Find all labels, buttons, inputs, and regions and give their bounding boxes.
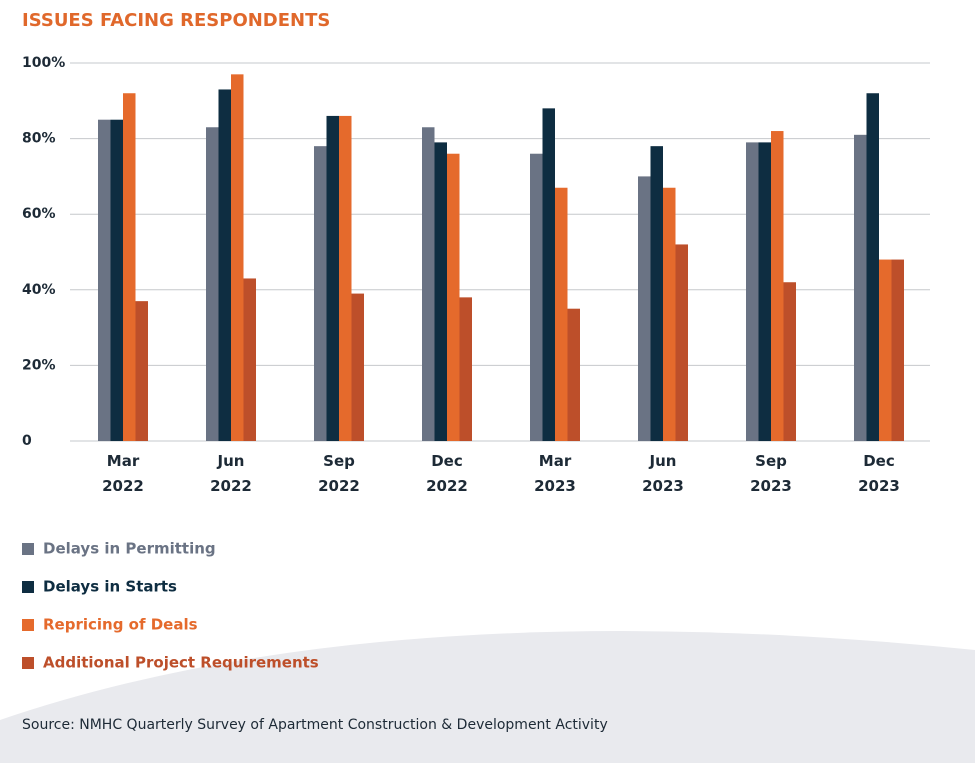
x-tick-label-line: Dec [863,452,895,470]
bar [675,244,688,441]
x-tick-label-line: Mar [107,452,140,470]
x-tick-label-line: 2022 [318,477,360,495]
bar [650,146,663,441]
bar [879,259,892,441]
x-tick-label-line: 2022 [102,477,144,495]
bar [206,127,219,441]
x-tick-label: Dec 2022 [426,452,468,495]
x-tick-label: Mar 2023 [534,452,576,495]
bar [555,187,568,441]
x-tick-label-line: 2023 [534,477,576,495]
y-tick-label: 100% [22,55,65,71]
x-tick-label-line: 2023 [642,477,684,495]
legend-swatch [22,543,34,555]
x-tick-label: Mar 2022 [102,452,144,495]
x-tick-label: Sep 2023 [750,452,792,495]
legend-label: Delays in Permitting [43,540,216,558]
chart-title: ISSUES FACING RESPONDENTS [22,10,330,31]
bar [783,282,796,441]
bar [243,278,256,441]
y-tick-label: 40% [22,282,56,298]
bar [123,93,136,442]
x-tick-label: Jun 2022 [210,452,252,495]
bar [459,297,472,441]
bar [891,259,904,441]
x-tick-label: Dec 2023 [858,452,900,495]
x-tick-label-line: Jun [217,452,245,470]
bar [746,142,759,441]
bar [447,153,460,441]
y-tick-label: 0 [22,433,32,449]
bar [758,142,771,441]
bar [135,301,148,441]
bar [110,119,123,441]
bar [638,176,651,441]
x-tick-label: Sep 2022 [318,452,360,495]
y-tick-label: 80% [22,131,56,147]
x-tick-label-line: Dec [431,452,463,470]
legend-swatch [22,619,34,631]
y-tick-label: 60% [22,206,56,222]
x-tick-label: Jun 2023 [642,452,684,495]
bar [326,115,339,442]
legend-label: Additional Project Requirements [43,654,319,672]
legend-label: Delays in Starts [43,578,177,596]
x-tick-label-line: Jun [649,452,677,470]
y-tick-label: 20% [22,357,56,373]
bar [663,187,676,441]
bar [231,74,244,441]
bar [530,153,543,441]
legend-swatch [22,581,34,593]
x-tick-label-line: Mar [539,452,572,470]
x-tick-label-line: 2023 [858,477,900,495]
x-tick-label-line: Sep [323,452,355,470]
x-tick-label-line: 2022 [210,477,252,495]
x-tick-label-line: 2022 [426,477,468,495]
legend-label: Repricing of Deals [43,616,198,634]
bar [422,127,435,441]
bar [854,134,867,441]
bar [567,308,580,441]
legend-swatch [22,657,34,669]
source-note: Source: NMHC Quarterly Survey of Apartme… [22,717,608,733]
x-tick-label-line: Sep [755,452,787,470]
bar [866,93,879,442]
bar [351,293,364,441]
background-shape [0,631,975,763]
bar [218,89,231,442]
bar [542,108,555,442]
bar [771,131,784,442]
bar [434,142,447,441]
bar [314,146,327,441]
x-tick-label-line: 2023 [750,477,792,495]
bar [98,119,111,441]
bar [339,115,352,442]
